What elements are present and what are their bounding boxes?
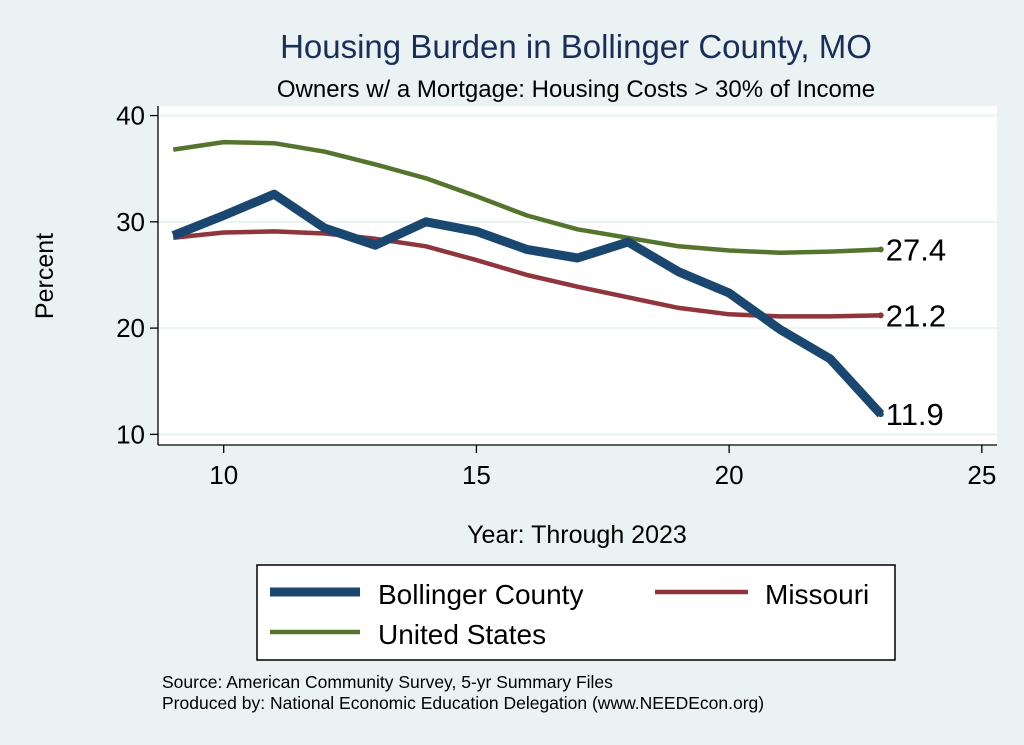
- source-note: Source: American Community Survey, 5-yr …: [162, 672, 613, 692]
- end-value-label-missouri: 21.2: [886, 298, 946, 333]
- legend: Bollinger County Missouri United States: [256, 564, 896, 661]
- y-axis-title: Percent: [31, 233, 59, 319]
- x-tick-label: 20: [715, 460, 744, 490]
- x-tick-label: 25: [967, 460, 996, 490]
- end-value-labels: 11.9 21.2 27.4: [877, 232, 946, 432]
- end-marker-missouri: [877, 312, 884, 319]
- chart-title: Housing Burden in Bollinger County, MO: [280, 28, 872, 65]
- y-tick-label: 10: [116, 419, 145, 449]
- end-marker-bollinger-county: [877, 411, 884, 418]
- x-tick-label: 15: [462, 460, 491, 490]
- legend-box: [256, 564, 896, 661]
- end-value-label-bollinger-county: 11.9: [886, 397, 944, 432]
- chart-subtitle: Owners w/ a Mortgage: Housing Costs > 30…: [277, 76, 875, 103]
- producer-note: Produced by: National Economic Education…: [162, 693, 764, 713]
- legend-label-missouri: Missouri: [765, 579, 869, 610]
- y-tick-label: 30: [116, 207, 145, 237]
- legend-label-united-states: United States: [378, 619, 546, 650]
- plot-area: [158, 106, 997, 445]
- end-marker-united-states: [877, 246, 884, 253]
- y-tick-label: 40: [116, 101, 145, 131]
- x-axis-title: Year: Through 2023: [467, 521, 687, 549]
- y-tick-label: 20: [116, 313, 145, 343]
- x-tick-label: 10: [209, 460, 238, 490]
- end-value-label-united-states: 27.4: [886, 232, 946, 267]
- y-axis-ticks: 10 20 30 40: [116, 101, 158, 449]
- series-lines: [171, 139, 885, 418]
- axes: [157, 106, 997, 446]
- gridlines: [158, 114, 997, 436]
- x-axis-ticks: 10 15 20 25: [209, 445, 996, 490]
- series-line-united-states: [172, 139, 881, 255]
- legend-label-bollinger-county: Bollinger County: [378, 579, 583, 610]
- series-line-bollinger-county: [171, 189, 885, 418]
